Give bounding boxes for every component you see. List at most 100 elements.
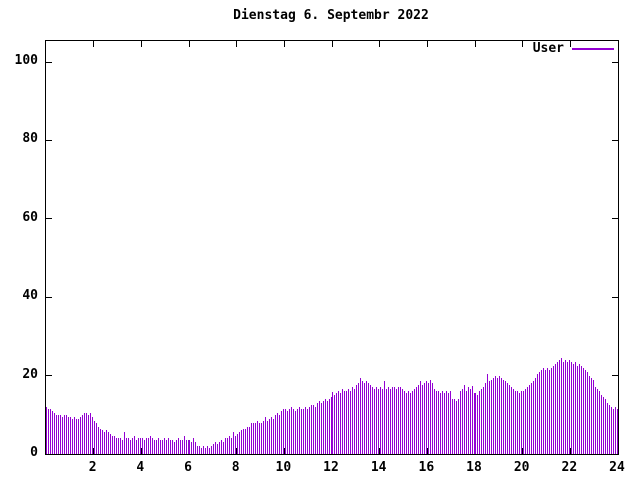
x-tick-mark-top [331,41,333,47]
y-tick-mark-right [612,453,618,455]
bar [332,392,334,454]
bar [429,379,431,454]
x-tick-mark [236,448,238,454]
bar [280,410,282,454]
bar [545,369,546,454]
bar [56,414,58,454]
x-tick-mark-top [426,41,428,47]
bar [255,422,257,454]
y-tick-mark-right [612,375,618,377]
bar [64,414,66,454]
bar [86,412,88,454]
bar [531,383,533,454]
bar [550,367,552,454]
bar [366,381,368,454]
bar [594,387,596,454]
x-tick-mark-top [283,41,285,47]
bar [415,387,417,454]
bar [151,438,153,454]
bar [183,436,185,454]
bar [423,383,425,454]
bar [221,440,223,454]
bar [586,371,588,454]
bar [485,383,487,454]
bar [215,442,217,454]
bar [374,389,376,454]
bar [396,389,398,454]
x-tick-mark-top [236,41,238,47]
bar [370,385,372,454]
bar [403,391,405,454]
bar [235,436,237,454]
bar [245,428,247,454]
bar [66,414,68,454]
legend: User [533,42,614,55]
bar [376,387,378,454]
bar [171,440,173,454]
x-axis-label: 4 [136,460,145,475]
bar [358,383,360,454]
y-axis-label: 80 [22,131,38,147]
bar [70,416,72,454]
bar [223,442,225,454]
bar [137,438,139,454]
bar [497,377,499,454]
bar [558,359,560,454]
bar [312,405,314,454]
bar [527,387,529,454]
y-axis-label: 40 [22,288,38,304]
x-axis-label: 2 [88,460,97,475]
bar [167,438,169,454]
bar [455,401,457,454]
bar [205,448,207,454]
bar [515,391,517,454]
bar [288,408,290,454]
bar [270,416,272,454]
bar [473,393,475,454]
bar [292,408,294,454]
bar [413,389,415,454]
bar [173,442,175,454]
bar [384,381,386,454]
bar [475,393,477,454]
bar [114,436,116,454]
bar [568,359,570,454]
x-axis-label: 20 [513,460,530,475]
bar [405,393,407,454]
bar [543,367,545,454]
bar [348,389,350,454]
y-tick-mark-right [612,296,618,298]
bar [50,408,52,454]
bar [187,440,189,454]
bar [548,369,550,454]
bar [570,361,572,454]
bar [131,438,133,454]
bar [229,436,231,454]
bar [402,389,403,454]
bar [417,385,419,454]
bar [231,438,233,454]
bar [308,406,310,454]
bar [513,389,515,454]
bar [306,408,308,454]
bar [388,387,390,454]
y-tick-mark [46,139,52,141]
bar [340,393,342,454]
x-axis-label: 12 [323,460,339,475]
bar [350,391,352,454]
bar [161,440,163,454]
bar [400,387,402,454]
x-axis-label: 24 [609,460,625,475]
bar [505,381,507,454]
bar [463,385,465,454]
bar [447,393,449,454]
bar [84,412,86,454]
bar [268,418,270,454]
bar [574,361,576,454]
bar [88,414,90,454]
bar [433,389,435,454]
bar [290,406,292,454]
bar [398,387,400,454]
bar [169,440,171,454]
